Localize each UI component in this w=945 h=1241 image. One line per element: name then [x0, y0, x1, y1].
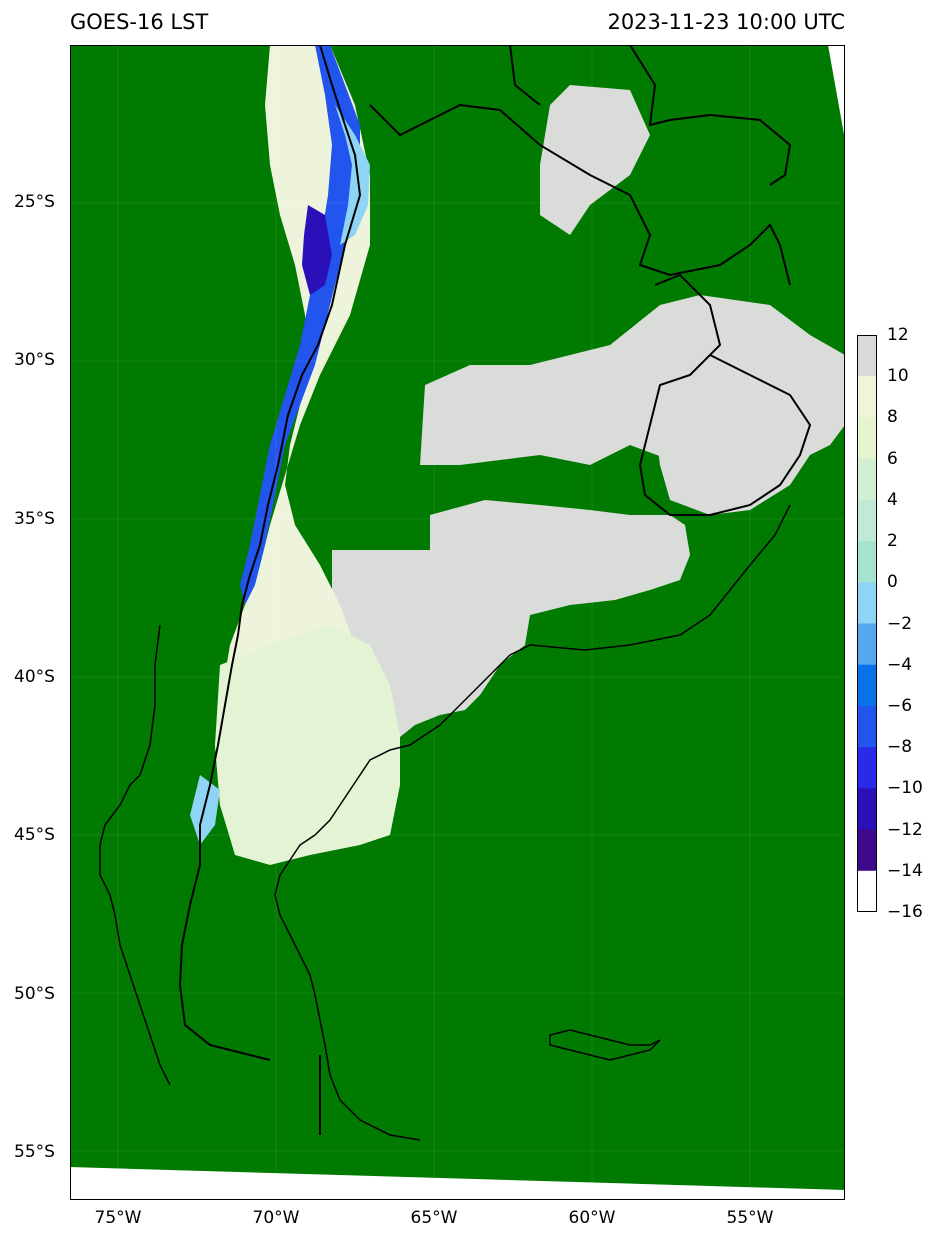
- patagonia-pale-band: [215, 625, 400, 865]
- colorbar-tick-label: −14: [887, 860, 923, 881]
- colorbar: [857, 335, 877, 913]
- colorbar-tick-label: −12: [887, 819, 923, 840]
- colorbar-swatch: [857, 541, 877, 583]
- lon-label-75w: 75°W: [94, 1208, 142, 1228]
- colorbar-swatch: [857, 705, 877, 748]
- lat-label-35s: 35°S: [14, 509, 55, 529]
- colorbar-tick-label: 6: [887, 448, 898, 469]
- lat-label-40s: 40°S: [14, 667, 55, 687]
- warm-region-uruguay: [650, 365, 810, 515]
- colorbar-tick-label: 10: [887, 366, 909, 387]
- lat-label-55s: 55°S: [14, 1142, 55, 1162]
- colorbar-tick-label: −16: [887, 902, 923, 922]
- lat-label-45s: 45°S: [14, 825, 55, 845]
- no-data-bottom: [70, 1167, 845, 1200]
- colorbar-tick-label: 4: [887, 489, 898, 510]
- colorbar-swatch: [857, 499, 877, 542]
- colorbar-tick-label: −2: [887, 613, 913, 634]
- colorbar-tick-label: −8: [887, 737, 913, 758]
- colorbar-tick-label: −6: [887, 695, 913, 716]
- colorbar-tick-label: 0: [887, 572, 898, 593]
- colorbar-swatch: [857, 623, 877, 666]
- colorbar-swatch: [857, 417, 877, 460]
- colorbar-swatch: [857, 747, 877, 789]
- colorbar-tick-label: 8: [887, 407, 898, 428]
- map-frame-border: [70, 45, 845, 1200]
- warm-region-paraguay: [540, 85, 650, 235]
- map-timestamp: 2023-11-23 10:00 UTC: [607, 10, 845, 34]
- lon-label-60w: 60°W: [568, 1208, 616, 1228]
- lon-label-55w: 55°W: [726, 1208, 774, 1228]
- coastline: [99, 504, 791, 1141]
- warm-region-central: [260, 500, 690, 855]
- colorbar-tick-label: 12: [887, 325, 909, 345]
- colorbar-tick-label: −10: [887, 778, 923, 799]
- colorbar-swatch: [857, 664, 877, 707]
- colorbar-swatch: [857, 335, 877, 377]
- colorbar-swatch: [857, 458, 877, 501]
- cold-light-edge: [335, 105, 370, 245]
- colorbar-swatch: [857, 788, 877, 831]
- colorbar-tick-label: −4: [887, 654, 913, 675]
- country-borders: [178, 45, 812, 1135]
- lon-label-65w: 65°W: [410, 1208, 458, 1228]
- lat-label-50s: 50°S: [14, 984, 55, 1004]
- colorbar-swatch: [857, 829, 877, 872]
- cold-core: [302, 205, 332, 295]
- lat-label-30s: 30°S: [14, 350, 55, 370]
- lon-label-70w: 70°W: [252, 1208, 300, 1228]
- lat-label-25s: 25°S: [14, 192, 55, 212]
- lst-map: [70, 45, 845, 1200]
- map-title: GOES-16 LST: [70, 10, 209, 34]
- colorbar-tick-label: 2: [887, 531, 898, 552]
- colorbar-swatch: [857, 376, 877, 418]
- cold-strip: [240, 45, 360, 605]
- colorbar-swatch: [857, 870, 877, 913]
- no-data-top-right: [828, 45, 845, 140]
- cold-spot-south: [190, 775, 220, 845]
- colorbar-swatch: [857, 582, 877, 624]
- gridlines: [70, 45, 845, 1200]
